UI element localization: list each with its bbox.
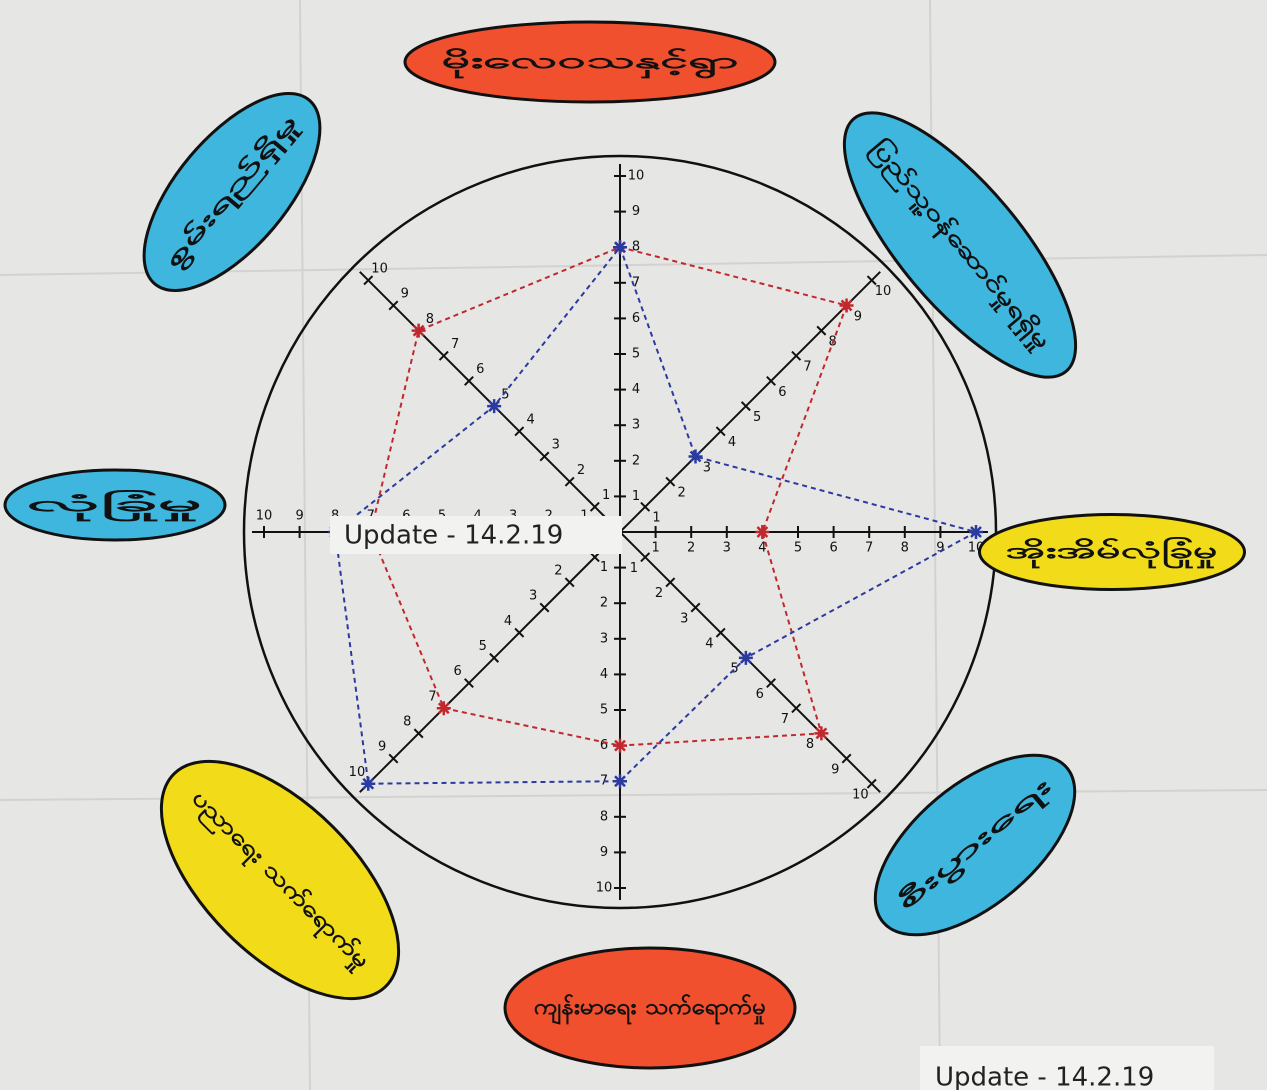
tick-label: 9 bbox=[936, 541, 944, 556]
star-marker bbox=[613, 739, 627, 753]
tick-label: 2 bbox=[687, 541, 695, 556]
tick-label: 4 bbox=[728, 435, 736, 450]
star-marker bbox=[613, 240, 627, 254]
tick-label: 9 bbox=[831, 762, 839, 777]
tick-label: 7 bbox=[451, 337, 459, 352]
star-marker bbox=[739, 651, 753, 665]
tick-label: 10 bbox=[349, 765, 366, 780]
star-marker bbox=[361, 777, 375, 791]
tick-label: 3 bbox=[680, 611, 688, 626]
tick-label: 6 bbox=[756, 687, 764, 702]
tick-label: 6 bbox=[778, 385, 786, 400]
star-marker bbox=[613, 774, 627, 788]
tick-label: 5 bbox=[632, 347, 640, 362]
tick-label: 4 bbox=[632, 382, 640, 397]
tick-label: 7 bbox=[781, 712, 789, 727]
tick-label: 1 bbox=[600, 560, 608, 575]
tick-label: 9 bbox=[854, 309, 862, 324]
tick-label: 5 bbox=[479, 639, 487, 654]
tick-label: 5 bbox=[600, 703, 608, 718]
tick-label: 8 bbox=[806, 737, 814, 752]
tick-label: 4 bbox=[705, 637, 713, 652]
tick-label: 1 bbox=[651, 541, 659, 556]
star-marker bbox=[487, 399, 501, 413]
tick-label: 7 bbox=[865, 541, 873, 556]
tick-label: 1 bbox=[632, 489, 640, 504]
tick-label: 10 bbox=[852, 788, 869, 803]
tick-label: 2 bbox=[554, 564, 562, 579]
tick-label: 6 bbox=[600, 738, 608, 753]
category-label: ကျန်းမာရေး သက်ရောက်မှု bbox=[505, 948, 795, 1068]
star-marker bbox=[412, 324, 426, 338]
category-label: အိုးအိမ်လုံခြုံမှု bbox=[980, 515, 1245, 590]
tick-label: 3 bbox=[600, 631, 608, 646]
tick-label: 10 bbox=[875, 284, 892, 299]
tick-label: 2 bbox=[632, 453, 640, 468]
tick-label: 10 bbox=[628, 169, 645, 184]
chart: 1 2 3 4 5 6 7 8 9 10 1 2 3 4 5 6 7 8 9 10 1 2 3 4 5 6 7 8 9 10 1 2 3 4 5 6 7… bbox=[0, 0, 1267, 1090]
tick-label: 9 bbox=[378, 740, 386, 755]
star-marker bbox=[437, 701, 451, 715]
tick-label: 5 bbox=[730, 662, 738, 677]
tick-label: 1 bbox=[630, 561, 638, 576]
star-marker bbox=[689, 449, 703, 463]
tick-label: 2 bbox=[600, 596, 608, 611]
tick-label: 9 bbox=[401, 287, 409, 302]
category-label: မိုးလေဝသနှင့်ရွာ bbox=[405, 22, 775, 102]
tick-label: 1 bbox=[602, 488, 610, 503]
star-marker bbox=[814, 726, 828, 740]
tick-label: 5 bbox=[501, 387, 509, 402]
tick-label: 7 bbox=[428, 689, 436, 704]
tick-label: 6 bbox=[476, 362, 484, 377]
tick-label: 4 bbox=[526, 412, 534, 427]
tick-label: 3 bbox=[552, 438, 560, 453]
update-note: Update - 14.2.19 bbox=[344, 521, 563, 551]
tick-label: 3 bbox=[723, 541, 731, 556]
tick-label: 2 bbox=[678, 485, 686, 500]
tick-label: 9 bbox=[600, 845, 608, 860]
star-marker bbox=[969, 525, 983, 539]
tick-label: 6 bbox=[829, 541, 837, 556]
tick-label: 8 bbox=[403, 715, 411, 730]
tick-label: 2 bbox=[577, 463, 585, 478]
tick-label: 3 bbox=[529, 589, 537, 604]
update-note: Update - 14.2.19 bbox=[935, 1063, 1154, 1090]
tick-label: 10 bbox=[371, 261, 388, 276]
tick-label: 10 bbox=[596, 881, 613, 896]
tick-label: 10 bbox=[256, 509, 273, 524]
tick-label: 5 bbox=[794, 541, 802, 556]
tick-label: 8 bbox=[901, 541, 909, 556]
tick-label: 1 bbox=[652, 511, 660, 526]
tick-label: 8 bbox=[600, 809, 608, 824]
tick-label: 4 bbox=[504, 614, 512, 629]
tick-label: 9 bbox=[295, 509, 303, 524]
tick-label: 6 bbox=[632, 311, 640, 326]
tick-label: 9 bbox=[632, 204, 640, 219]
tick-label: 3 bbox=[703, 460, 711, 475]
tick-label: 7 bbox=[803, 360, 811, 375]
tick-label: 4 bbox=[600, 667, 608, 682]
tick-label: 2 bbox=[655, 586, 663, 601]
tick-label: 6 bbox=[454, 664, 462, 679]
tick-label: 5 bbox=[753, 410, 761, 425]
star-marker bbox=[840, 298, 854, 312]
category-label: လုံခြုံမှု bbox=[5, 470, 225, 540]
tick-label: 3 bbox=[632, 418, 640, 433]
star-marker bbox=[755, 525, 769, 539]
